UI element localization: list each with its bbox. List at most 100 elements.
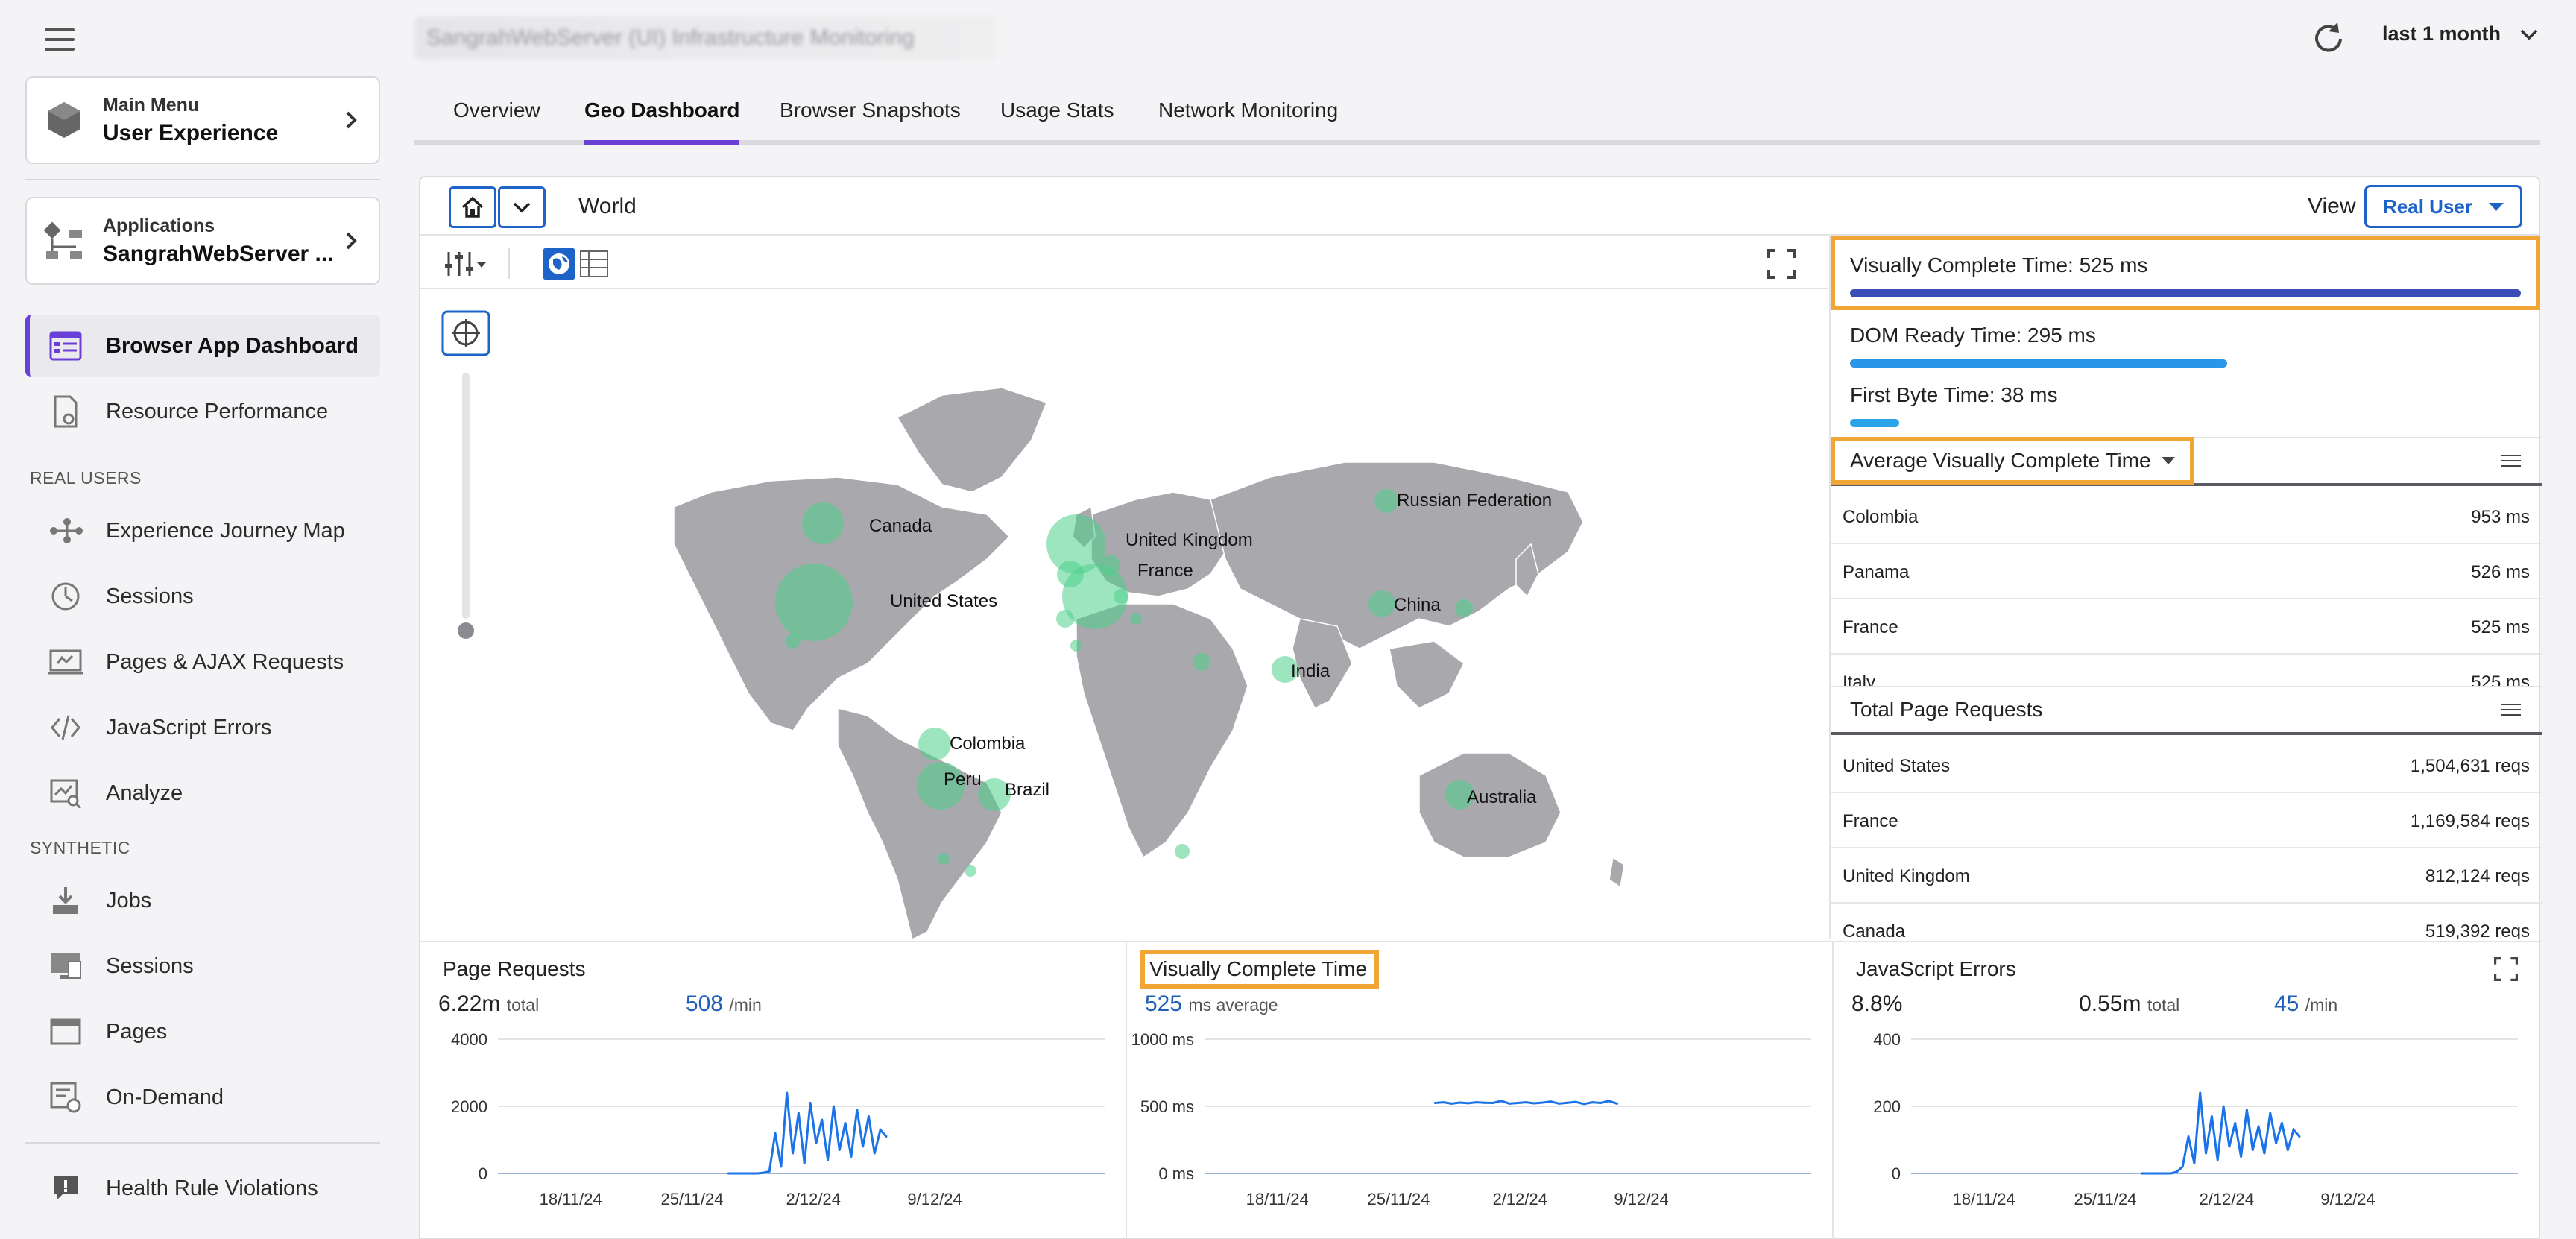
view-label: View [2308,194,2356,218]
page-title: SangrahWebServer (UI) Infrastructure Mon… [414,16,996,60]
table-row[interactable]: Colombia 953 ms [1831,489,2542,544]
sidebar-item-label: JavaScript Errors [106,715,272,740]
sidebar-item-resource-performance[interactable]: Resource Performance [25,380,380,443]
data-point [780,1165,783,1168]
sidebar-item-health-rule-violations[interactable]: Health Rule Violations [25,1157,380,1220]
vct-chart[interactable]: 1000 ms 500 ms 0 ms 18/11/24 25/11/24 2/12/24… [1127,1024,1834,1239]
tab-bar: Overview Geo Dashboard Browser Snapshots… [414,89,2540,145]
tab-geo-dashboard[interactable]: Geo Dashboard [584,98,740,145]
data-point [2257,1125,2260,1128]
table-row[interactable]: Canada 519,392 reqs [1831,904,2542,939]
sidebar-item-browser-app-dashboard[interactable]: Browser App Dashboard [25,315,380,377]
breadcrumb-world[interactable]: World [578,194,637,218]
vct-average: 525 [1145,991,1183,1016]
list-view-icon[interactable] [580,250,608,277]
country-bubbles [775,489,1474,877]
page-requests-panel: Page Requests 6.22m total 508 /min 4000 2… [420,942,1127,1239]
zoom-slider-track [462,373,470,619]
world-map[interactable]: Canada United States United Kingdom Fran… [420,291,1828,939]
visually-complete-metric[interactable]: Visually Complete Time: 525 ms [1831,236,2540,310]
table-row[interactable]: Italy 525 ms [1831,655,2542,686]
data-point [2263,1152,2266,1155]
x-tick-label: 25/11/24 [2074,1190,2136,1208]
globe-view-icon[interactable] [543,248,575,280]
total-requests-header: Total Page Requests [1831,686,2542,735]
tab-browser-snapshots[interactable]: Browser Snapshots [780,98,961,122]
sidebar-item-synthetic-sessions[interactable]: Sessions [25,935,380,997]
data-point [1459,1101,1462,1104]
table-row[interactable]: France 525 ms [1831,599,2542,655]
cube-icon [43,99,85,141]
metric-dom-ready-bar [1850,359,2227,368]
breadcrumb-dropdown-button[interactable] [498,186,546,228]
avg-vct-dropdown[interactable]: Average Visually Complete Time [1831,437,2194,485]
row-value: 525 ms [2471,672,2530,686]
time-range-select[interactable]: last 1 month [2382,22,2539,45]
table-row[interactable]: United Kingdom 812,124 reqs [1831,848,2542,904]
data-point [2234,1122,2237,1124]
sidebar-item-pages[interactable]: Pages [25,1000,380,1063]
sidebar-item-on-demand[interactable]: On-Demand [25,1066,380,1129]
fullscreen-icon[interactable] [2494,957,2518,981]
tab-network-monitoring[interactable]: Network Monitoring [1158,98,1339,122]
map-label-united-kingdom: United Kingdom [1126,530,1253,550]
sidebar-item-label: Jobs [106,888,152,912]
sidebar-item-jobs[interactable]: Jobs [25,869,380,932]
data-point [1582,1103,1585,1106]
avg-vct-list: Colombia 953 ms Panama 526 ms France 525 ms… [1831,489,2542,686]
application-value: SangrahWebServer ... [103,241,334,266]
hamburger-menu-icon[interactable] [45,28,75,52]
data-point [1591,1101,1594,1104]
data-point [1500,1100,1503,1103]
row-value: 526 ms [2471,562,2530,582]
main-menu-selector[interactable]: Main Menu User Experience [25,76,380,164]
application-selector[interactable]: Applications SangrahWebServer ... [25,197,380,285]
js-errors-chart[interactable]: 400 200 0 18/11/24 25/11/24 2/12/24 9/12/24 [1834,1024,2540,1239]
tab-overview[interactable]: Overview [453,98,540,122]
vct-average-unit: ms average [1188,995,1278,1015]
data-point [2280,1122,2283,1124]
browser-window-icon [48,1014,83,1050]
data-point [1574,1100,1577,1103]
js-errors-rate-unit: /min [2305,995,2338,1015]
data-point [774,1132,777,1135]
view-select[interactable]: Real User [2364,185,2522,228]
table-row[interactable]: France 1,169,584 reqs [1831,793,2542,848]
y-tick-label: 0 [479,1164,487,1183]
data-point [2216,1158,2219,1161]
home-button[interactable] [449,186,496,228]
row-country: United Kingdom [1843,866,1970,886]
data-point [815,1142,818,1144]
map-toolbar [420,237,1828,289]
tab-usage-stats[interactable]: Usage Stats [1000,98,1114,122]
page-requests-chart[interactable]: 4000 2000 0 18/11/24 25/11/24 2/12/24 9/12/24 [420,1024,1127,1239]
refresh-icon[interactable] [2311,21,2346,57]
y-tick-label: 1000 ms [1131,1030,1194,1049]
y-tick-label: 0 ms [1158,1164,1194,1183]
map-label-india: India [1291,661,1330,681]
data-point [2205,1152,2208,1155]
table-row[interactable]: United States 1,504,631 reqs [1831,738,2542,793]
metric-first-byte-bar [1850,419,1899,427]
js-errors-rate: 45 [2273,991,2299,1016]
fullscreen-icon[interactable] [1767,249,1796,279]
sidebar-item-javascript-errors[interactable]: JavaScript Errors [25,696,380,759]
sidebar-item-sessions[interactable]: Sessions [25,565,380,628]
filter-sliders-icon[interactable] [443,249,489,279]
data-point [827,1158,830,1161]
metrics-column: Visually Complete Time: 525 ms DOM Ready… [1829,236,2542,939]
data-point [727,1172,730,1175]
data-point [2146,1172,2149,1175]
row-country: France [1843,617,1898,637]
sidebar-item-pages-ajax[interactable]: Pages & AJAX Requests [25,631,380,693]
sidebar-item-analyze[interactable]: Analyze [25,762,380,825]
sidebar-item-experience-journey-map[interactable]: Experience Journey Map [25,499,380,562]
vct-stats: 525 ms average [1145,991,1278,1017]
x-tick-label: 9/12/24 [907,1190,962,1208]
row-country: Colombia [1843,507,1919,527]
table-row[interactable]: Panama 526 ms [1831,544,2542,599]
map-label-canada: Canada [869,516,932,536]
list-menu-icon[interactable] [2501,704,2521,719]
data-point [2275,1142,2278,1144]
list-menu-icon[interactable] [2501,455,2521,470]
